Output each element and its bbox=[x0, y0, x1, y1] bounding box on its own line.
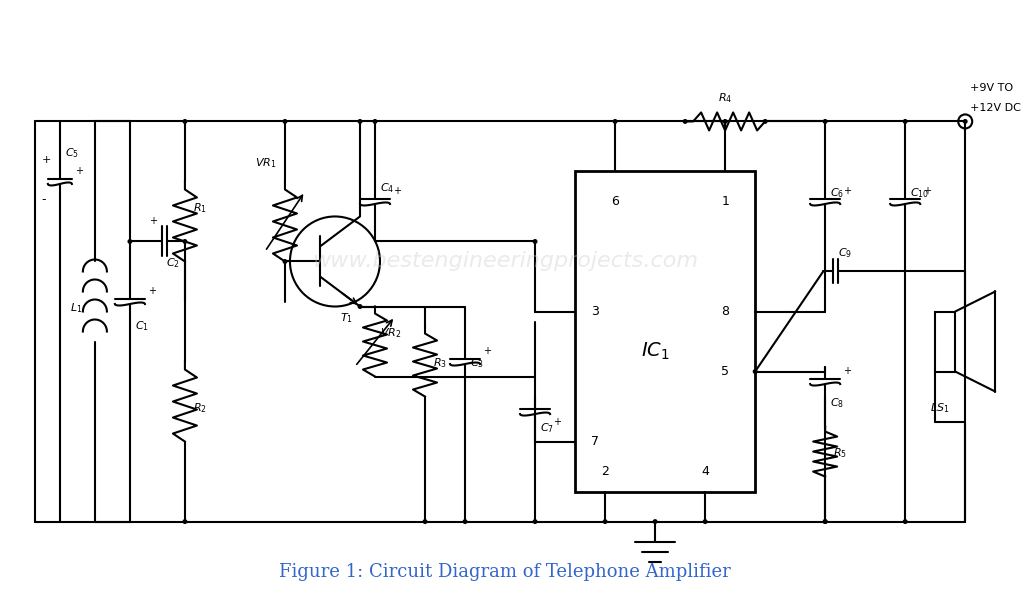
Text: 4: 4 bbox=[701, 465, 709, 478]
Text: $R_1$: $R_1$ bbox=[193, 201, 207, 215]
Circle shape bbox=[534, 240, 537, 243]
Text: $LS_1$: $LS_1$ bbox=[930, 402, 949, 415]
Text: Figure 1: Circuit Diagram of Telephone Amplifier: Figure 1: Circuit Diagram of Telephone A… bbox=[280, 563, 731, 581]
Text: +: + bbox=[843, 366, 851, 376]
Circle shape bbox=[613, 119, 616, 123]
Text: www.bestengineeringprojects.com: www.bestengineeringprojects.com bbox=[312, 251, 698, 271]
Text: $T_1$: $T_1$ bbox=[340, 312, 353, 325]
Circle shape bbox=[964, 119, 967, 123]
Circle shape bbox=[823, 520, 827, 523]
Circle shape bbox=[723, 119, 727, 123]
Text: 7: 7 bbox=[591, 435, 599, 448]
Text: 8: 8 bbox=[721, 305, 729, 318]
Text: +9V TO: +9V TO bbox=[970, 83, 1014, 93]
Text: $C_8$: $C_8$ bbox=[830, 397, 845, 410]
Text: $C_3$: $C_3$ bbox=[470, 356, 484, 370]
Bar bbox=[935, 312, 955, 371]
Text: +: + bbox=[75, 166, 83, 176]
Text: $C_{10}$: $C_{10}$ bbox=[910, 186, 930, 200]
Text: +12V DC: +12V DC bbox=[970, 104, 1021, 113]
Text: $C_9$: $C_9$ bbox=[839, 247, 852, 260]
Circle shape bbox=[463, 520, 467, 523]
Text: $R_2$: $R_2$ bbox=[193, 402, 207, 415]
Text: $C_6$: $C_6$ bbox=[830, 186, 845, 200]
Circle shape bbox=[534, 520, 537, 523]
Text: +: + bbox=[150, 216, 158, 227]
Circle shape bbox=[683, 119, 687, 123]
Text: $R_4$: $R_4$ bbox=[718, 92, 732, 106]
Text: $C_1$: $C_1$ bbox=[135, 320, 148, 333]
Text: +: + bbox=[553, 417, 561, 427]
Circle shape bbox=[183, 119, 186, 123]
Text: $VR_2$: $VR_2$ bbox=[380, 326, 401, 340]
Text: $C_5$: $C_5$ bbox=[65, 147, 79, 160]
Circle shape bbox=[763, 119, 767, 123]
Circle shape bbox=[183, 240, 186, 243]
Text: +: + bbox=[924, 186, 931, 196]
Text: +: + bbox=[42, 156, 51, 165]
Bar bbox=[575, 171, 755, 491]
Circle shape bbox=[373, 119, 377, 123]
Circle shape bbox=[754, 370, 757, 373]
Circle shape bbox=[284, 260, 287, 264]
Circle shape bbox=[358, 305, 361, 308]
Text: $C_7$: $C_7$ bbox=[540, 421, 554, 435]
Text: -: - bbox=[42, 194, 46, 206]
Circle shape bbox=[703, 520, 707, 523]
Text: 5: 5 bbox=[721, 365, 729, 378]
Circle shape bbox=[903, 520, 907, 523]
Text: +: + bbox=[843, 186, 851, 196]
Text: $L_1$: $L_1$ bbox=[70, 302, 82, 315]
Circle shape bbox=[603, 520, 607, 523]
Text: +: + bbox=[483, 346, 492, 356]
Text: 6: 6 bbox=[611, 195, 620, 208]
Circle shape bbox=[183, 520, 186, 523]
Text: 2: 2 bbox=[601, 465, 609, 478]
Text: $C_2$: $C_2$ bbox=[166, 256, 180, 270]
Circle shape bbox=[823, 520, 827, 523]
Circle shape bbox=[423, 520, 427, 523]
Text: $R_3$: $R_3$ bbox=[433, 356, 447, 370]
Text: $R_5$: $R_5$ bbox=[834, 447, 847, 460]
Circle shape bbox=[653, 520, 656, 523]
Circle shape bbox=[823, 119, 827, 123]
Circle shape bbox=[358, 119, 361, 123]
Text: $VR_1$: $VR_1$ bbox=[255, 156, 276, 170]
Circle shape bbox=[128, 240, 132, 243]
Text: 3: 3 bbox=[591, 305, 599, 318]
Text: $IC_1$: $IC_1$ bbox=[641, 341, 670, 362]
Text: $C_4$: $C_4$ bbox=[380, 182, 394, 195]
Text: 1: 1 bbox=[721, 195, 729, 208]
Circle shape bbox=[903, 119, 907, 123]
Text: +: + bbox=[147, 286, 156, 296]
Circle shape bbox=[284, 119, 287, 123]
Text: +: + bbox=[393, 186, 401, 196]
